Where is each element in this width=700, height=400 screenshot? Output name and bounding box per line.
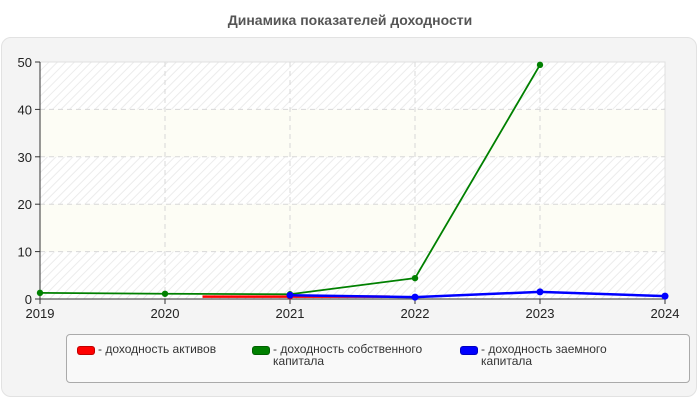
legend-item-assets: - доходность активов — [77, 343, 216, 355]
data-point-marker — [411, 293, 419, 301]
x-tick-label: 2024 — [651, 306, 680, 321]
y-tick-label: 30 — [18, 150, 32, 165]
data-point-marker — [36, 289, 44, 297]
chart-legend: - доходность активов - доходность собств… — [66, 334, 690, 383]
series-line — [289, 290, 666, 299]
data-point-marker — [536, 288, 544, 296]
chart-title: Динамика показателей доходности — [227, 12, 473, 28]
x-tick-label: 2023 — [526, 306, 555, 321]
legend-label: - доходность активов — [98, 342, 217, 356]
plot-band — [40, 109, 665, 157]
plot-band — [40, 251, 665, 299]
x-tick-label: 2020 — [151, 306, 180, 321]
y-tick-label: 0 — [25, 292, 32, 307]
x-tick-label: 2022 — [401, 306, 430, 321]
y-tick-label: 40 — [18, 102, 32, 117]
y-tick-label: 50 — [18, 55, 32, 70]
data-point-marker — [411, 274, 419, 282]
legend-swatch-blue — [460, 346, 478, 355]
data-point-marker — [661, 292, 669, 300]
y-tick-label: 10 — [18, 245, 32, 260]
legend-label: - доходность собственного капитала — [273, 342, 423, 368]
legend-item-equity: - доходность собственного капитала — [252, 343, 422, 367]
data-point-marker — [536, 61, 544, 69]
data-point-marker — [286, 291, 294, 299]
plot-band — [40, 156, 665, 205]
legend-label: - доходность заемного капитала — [481, 342, 607, 368]
data-point-marker — [161, 290, 169, 297]
x-tick-label: 2021 — [276, 306, 305, 321]
plot-band — [40, 204, 665, 252]
x-tick-label: 2019 — [26, 306, 55, 321]
y-tick-label: 20 — [18, 197, 32, 212]
legend-swatch-red — [77, 346, 95, 355]
legend-item-borrowed: - доходность заемного капитала — [460, 343, 607, 367]
legend-swatch-green — [252, 346, 270, 355]
plot-band — [40, 62, 665, 110]
